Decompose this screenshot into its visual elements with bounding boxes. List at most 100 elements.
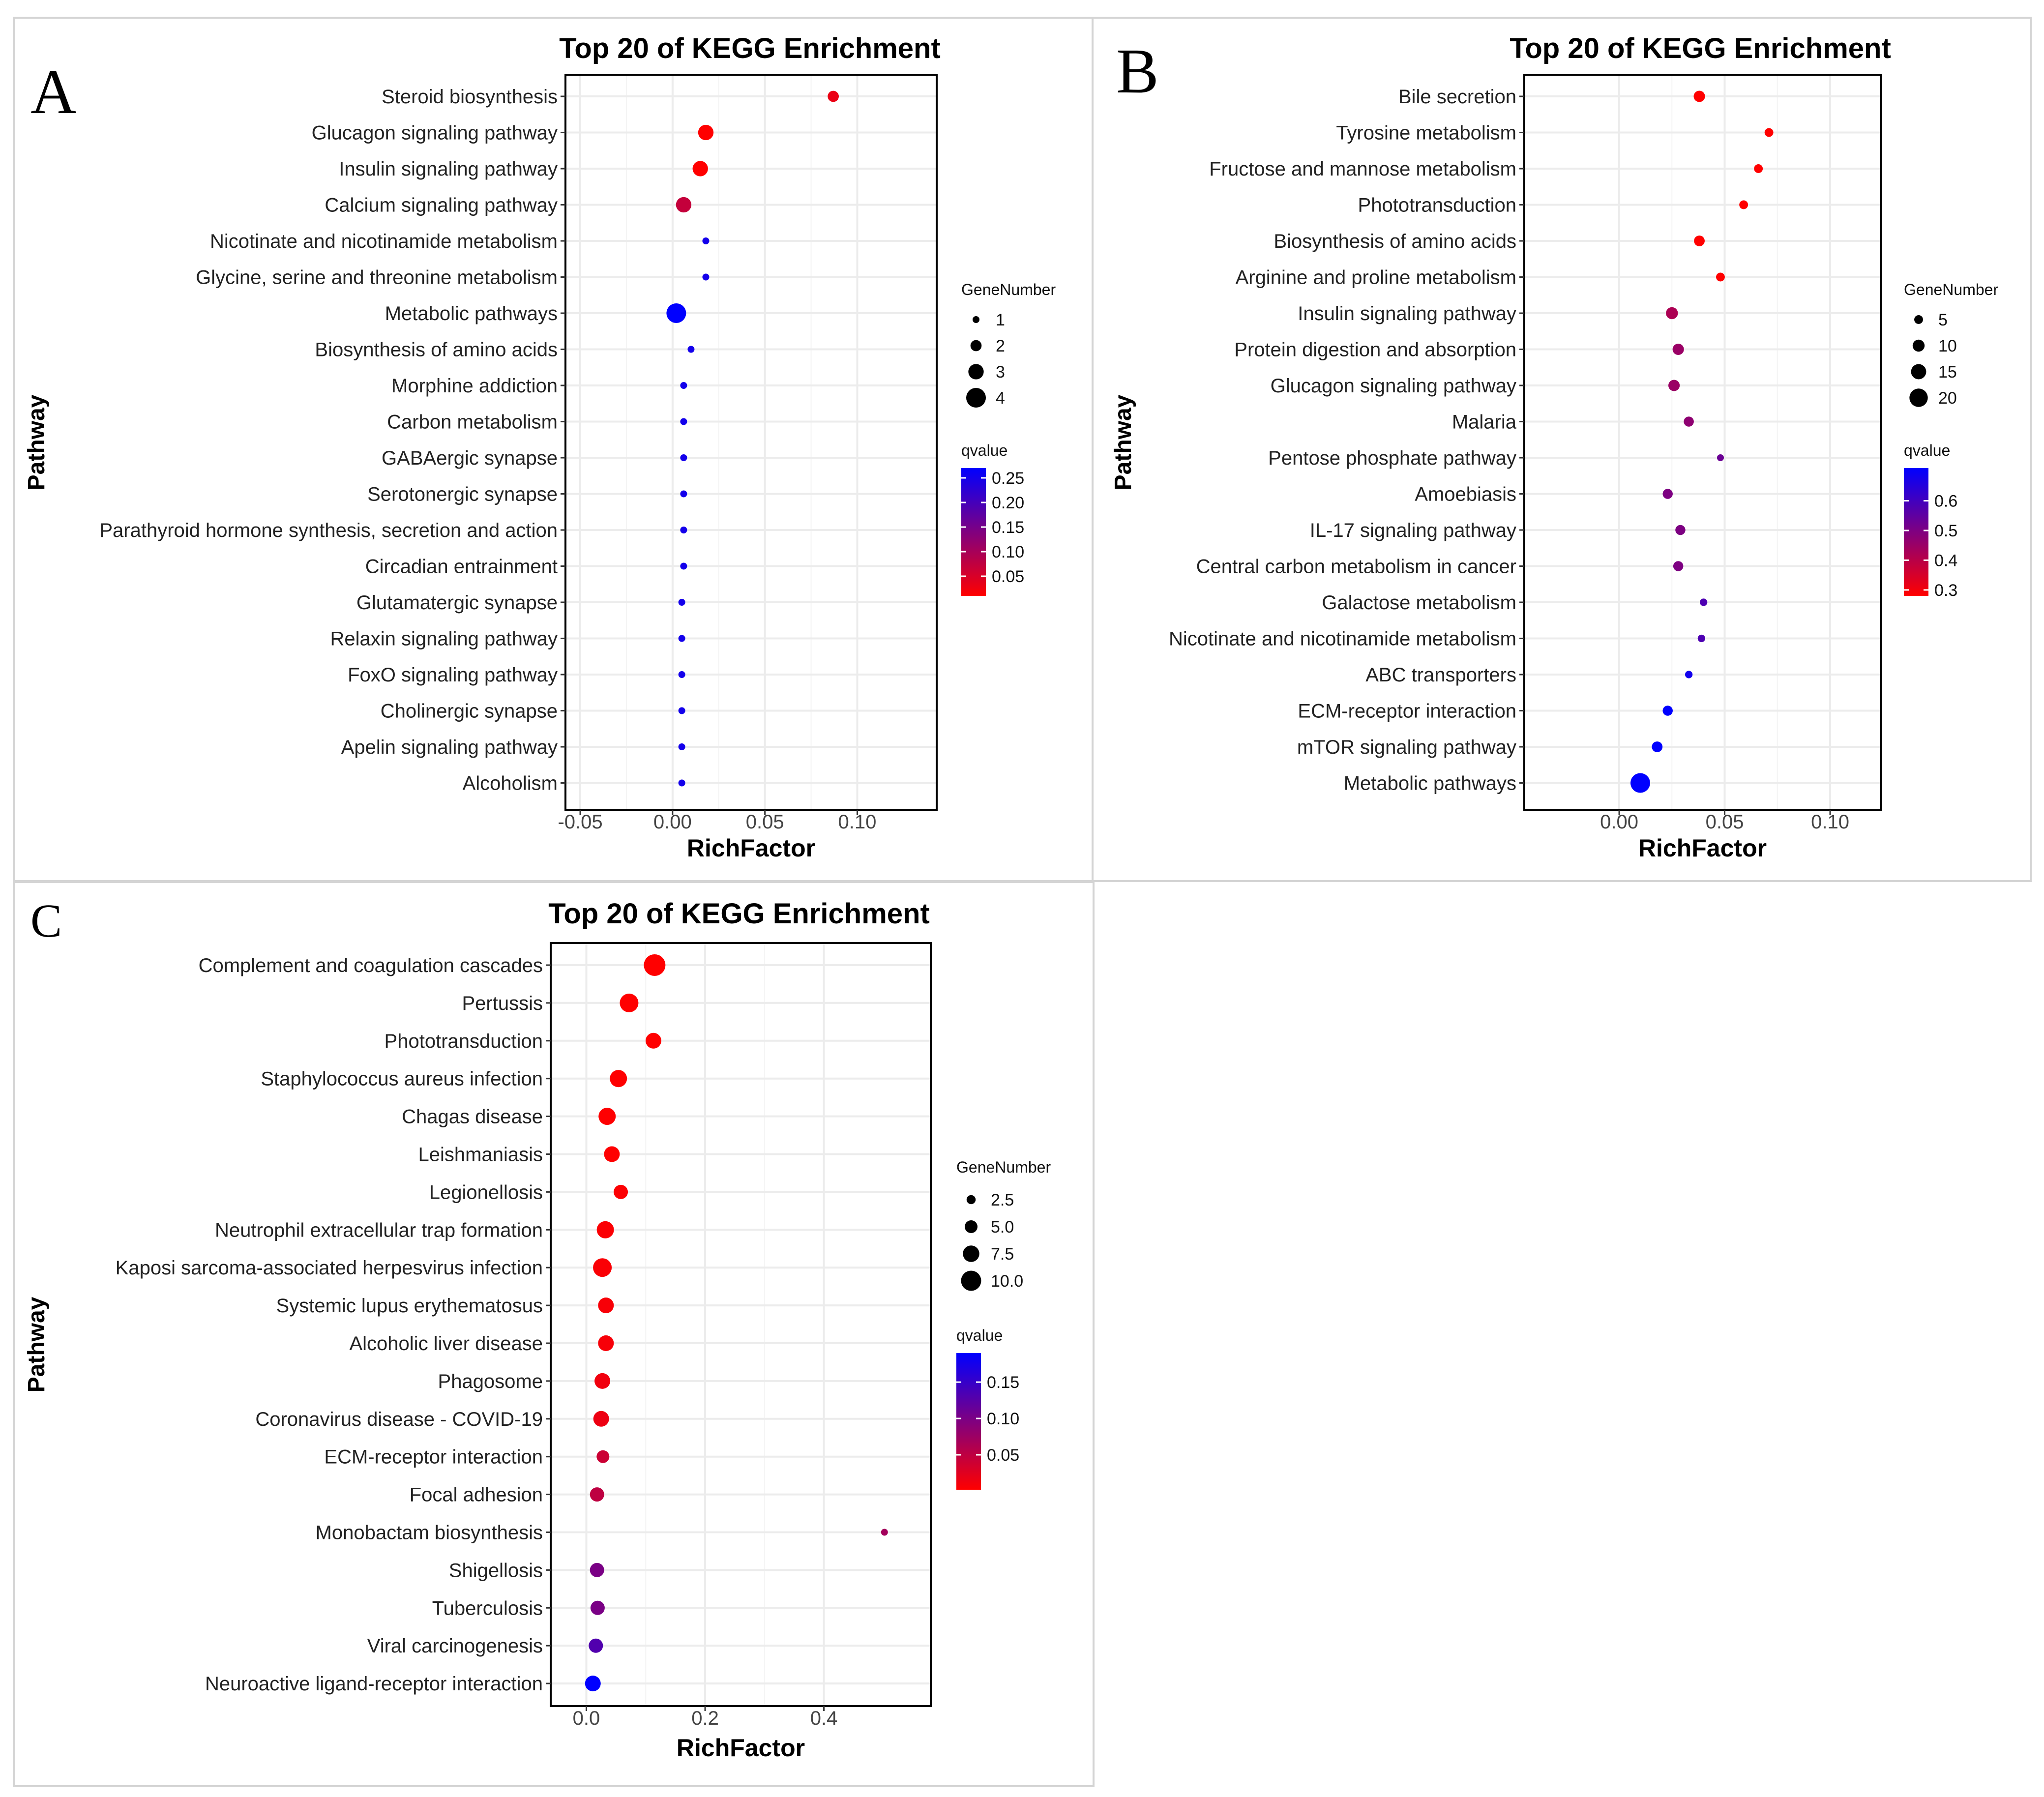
y-tick-label: Carbon metabolism <box>387 412 558 433</box>
y-tick-label: Biosynthesis of amino acids <box>1274 231 1516 252</box>
legend-size-label: 10.0 <box>991 1272 1023 1291</box>
y-tick-label: Glucagon signaling pathway <box>312 122 558 144</box>
y-tick-label: ABC transporters <box>1365 664 1516 686</box>
legend-size-label: 7.5 <box>991 1245 1014 1264</box>
x-tick-label: 0.00 <box>653 811 692 833</box>
data-point <box>1764 128 1774 137</box>
y-tick-label: Pertussis <box>462 993 543 1014</box>
y-tick-label: Metabolic pathways <box>385 303 558 324</box>
legend-size-key <box>963 1245 979 1262</box>
legend-title: qvalue <box>961 442 1007 459</box>
y-tick-label: Alcoholic liver disease <box>349 1333 543 1355</box>
legend-colorbar <box>956 1353 981 1490</box>
plot-frame <box>564 74 938 811</box>
data-point <box>1693 90 1705 102</box>
legend-colorbar-label: 0.3 <box>1934 581 1957 600</box>
data-point <box>1716 272 1725 282</box>
y-tick-label: ECM-receptor interaction <box>324 1446 543 1468</box>
data-point <box>678 743 685 750</box>
legend-size-key <box>966 1195 976 1205</box>
chart-panel-c: C Top 20 of KEGG Enrichment Complement and… <box>24 894 1051 1762</box>
y-tick-label: Central carbon metabolism in cancer <box>1196 556 1516 578</box>
legend-size-label: 3 <box>996 363 1005 382</box>
y-tick-label: Chagas disease <box>402 1106 543 1128</box>
legend-size-label: 4 <box>996 389 1005 408</box>
y-tick-label: Focal adhesion <box>410 1484 543 1506</box>
y-tick-label: Insulin signaling pathway <box>339 158 558 180</box>
data-point <box>1754 164 1763 173</box>
panel-a <box>13 17 1095 882</box>
y-tick-label: Complement and coagulation cascades <box>199 955 543 976</box>
y-tick-label: Nicotinate and nicotinamide metabolism <box>1169 628 1516 650</box>
legend-genenumber: GeneNumber 2.5 5.0 7.5 10.0 <box>956 1158 1051 1291</box>
y-tick-label: Bile secretion <box>1398 86 1516 108</box>
y-tick-label: Phototransduction <box>1358 195 1516 216</box>
legend-colorbar-label: 0.10 <box>987 1410 1019 1428</box>
y-tick-label: Neuroactive ligand-receptor interaction <box>205 1673 543 1695</box>
y-tick-label: Phototransduction <box>385 1031 543 1052</box>
legend-qvalue: qvalue 0.15 0.10 0.05 <box>956 1326 1019 1490</box>
legend-size-label: 15 <box>1938 363 1957 382</box>
x-tick-label: 0.05 <box>746 811 784 833</box>
legend-size-key <box>970 340 982 352</box>
y-tick-label: Tuberculosis <box>432 1597 543 1619</box>
y-tick-label: Tyrosine metabolism <box>1336 122 1516 144</box>
data-point <box>614 1184 628 1199</box>
x-tick-label: 0.00 <box>1600 811 1638 833</box>
y-tick-label: Parathyroid hormone synthesis, secretion… <box>99 520 558 541</box>
data-point <box>610 1070 627 1088</box>
data-point <box>666 303 686 323</box>
x-tick-label: 0.0 <box>573 1708 600 1729</box>
data-point <box>1675 525 1686 535</box>
data-point <box>590 1600 605 1615</box>
y-tick-label: Morphine addiction <box>391 375 558 397</box>
data-point <box>596 1221 614 1238</box>
data-point <box>604 1146 620 1162</box>
data-point <box>1668 380 1680 391</box>
y-tick-label: Steroid biosynthesis <box>382 86 558 108</box>
data-point <box>1652 741 1663 752</box>
data-point <box>1672 343 1684 355</box>
y-tick-label: Calcium signaling pathway <box>325 195 558 216</box>
y-tick-label: Legionellosis <box>429 1181 543 1203</box>
y-tick-label: Coronavirus disease - COVID-19 <box>255 1409 543 1430</box>
data-point <box>598 1108 616 1125</box>
data-point <box>680 562 687 570</box>
data-point <box>702 273 710 281</box>
y-tick-label: ECM-receptor interaction <box>1298 701 1516 722</box>
legend-title: GeneNumber <box>961 281 1056 298</box>
y-tick-label: Galactose metabolism <box>1322 592 1516 614</box>
data-point <box>678 707 685 714</box>
x-axis-title: RichFactor <box>677 1734 805 1762</box>
y-tick-label: Leishmaniasis <box>418 1144 543 1166</box>
data-point <box>678 671 685 678</box>
x-tick-label: 0.05 <box>1706 811 1744 833</box>
legend-size-label: 10 <box>1938 337 1957 355</box>
legend-colorbar-label: 0.4 <box>1934 551 1957 570</box>
y-tick-label: Serotonergic synapse <box>367 484 558 505</box>
legend-title: GeneNumber <box>956 1158 1051 1176</box>
legend-size-label: 2 <box>996 337 1005 355</box>
plot-frame <box>1523 74 1882 811</box>
legend-colorbar-label: 0.15 <box>987 1373 1019 1392</box>
data-point <box>593 1258 612 1277</box>
chart-panel-b: B Top 20 of KEGG Enrichment Bile secretion… <box>1110 32 1998 862</box>
data-point <box>585 1676 601 1692</box>
chart-title: Top 20 of KEGG Enrichment <box>559 32 941 64</box>
y-tick-label: Shigellosis <box>449 1560 543 1581</box>
y-tick-label: Malaria <box>1452 412 1517 433</box>
legend-size-key <box>968 364 984 380</box>
legend-size-key <box>1912 339 1925 352</box>
data-point <box>1662 489 1673 499</box>
legend-colorbar-label: 0.15 <box>992 518 1024 537</box>
legend-size-label: 5.0 <box>991 1218 1014 1237</box>
y-tick-label: Kaposi sarcoma-associated herpesvirus in… <box>116 1257 543 1279</box>
gridlines <box>1524 75 1881 810</box>
y-tick-label: Staphylococcus aureus infection <box>261 1068 543 1090</box>
data-point <box>589 1638 603 1653</box>
data-point <box>1685 671 1693 678</box>
legend-size-key <box>961 1270 981 1291</box>
data-point <box>678 599 685 606</box>
